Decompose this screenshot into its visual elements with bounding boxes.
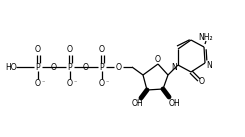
- Text: O: O: [67, 79, 73, 89]
- Text: O: O: [199, 78, 205, 86]
- Text: HO: HO: [5, 62, 17, 72]
- Text: OH: OH: [168, 99, 180, 108]
- Text: O: O: [35, 45, 41, 55]
- Text: P: P: [68, 62, 72, 72]
- Text: P: P: [100, 62, 104, 72]
- Text: ⁻: ⁻: [74, 82, 77, 86]
- Text: N: N: [171, 64, 177, 72]
- Text: O: O: [35, 79, 41, 89]
- Text: P: P: [36, 62, 40, 72]
- Text: O: O: [51, 62, 57, 72]
- Text: O: O: [67, 45, 73, 55]
- Text: O: O: [99, 45, 105, 55]
- Text: OH: OH: [131, 99, 143, 109]
- Text: O: O: [116, 62, 122, 72]
- Text: ⁻: ⁻: [42, 82, 45, 86]
- Text: NH₂: NH₂: [199, 32, 213, 42]
- Text: O: O: [155, 55, 161, 65]
- Text: ⁻: ⁻: [106, 82, 109, 86]
- Text: N: N: [206, 62, 212, 71]
- Text: O: O: [99, 79, 105, 89]
- Text: O: O: [83, 62, 89, 72]
